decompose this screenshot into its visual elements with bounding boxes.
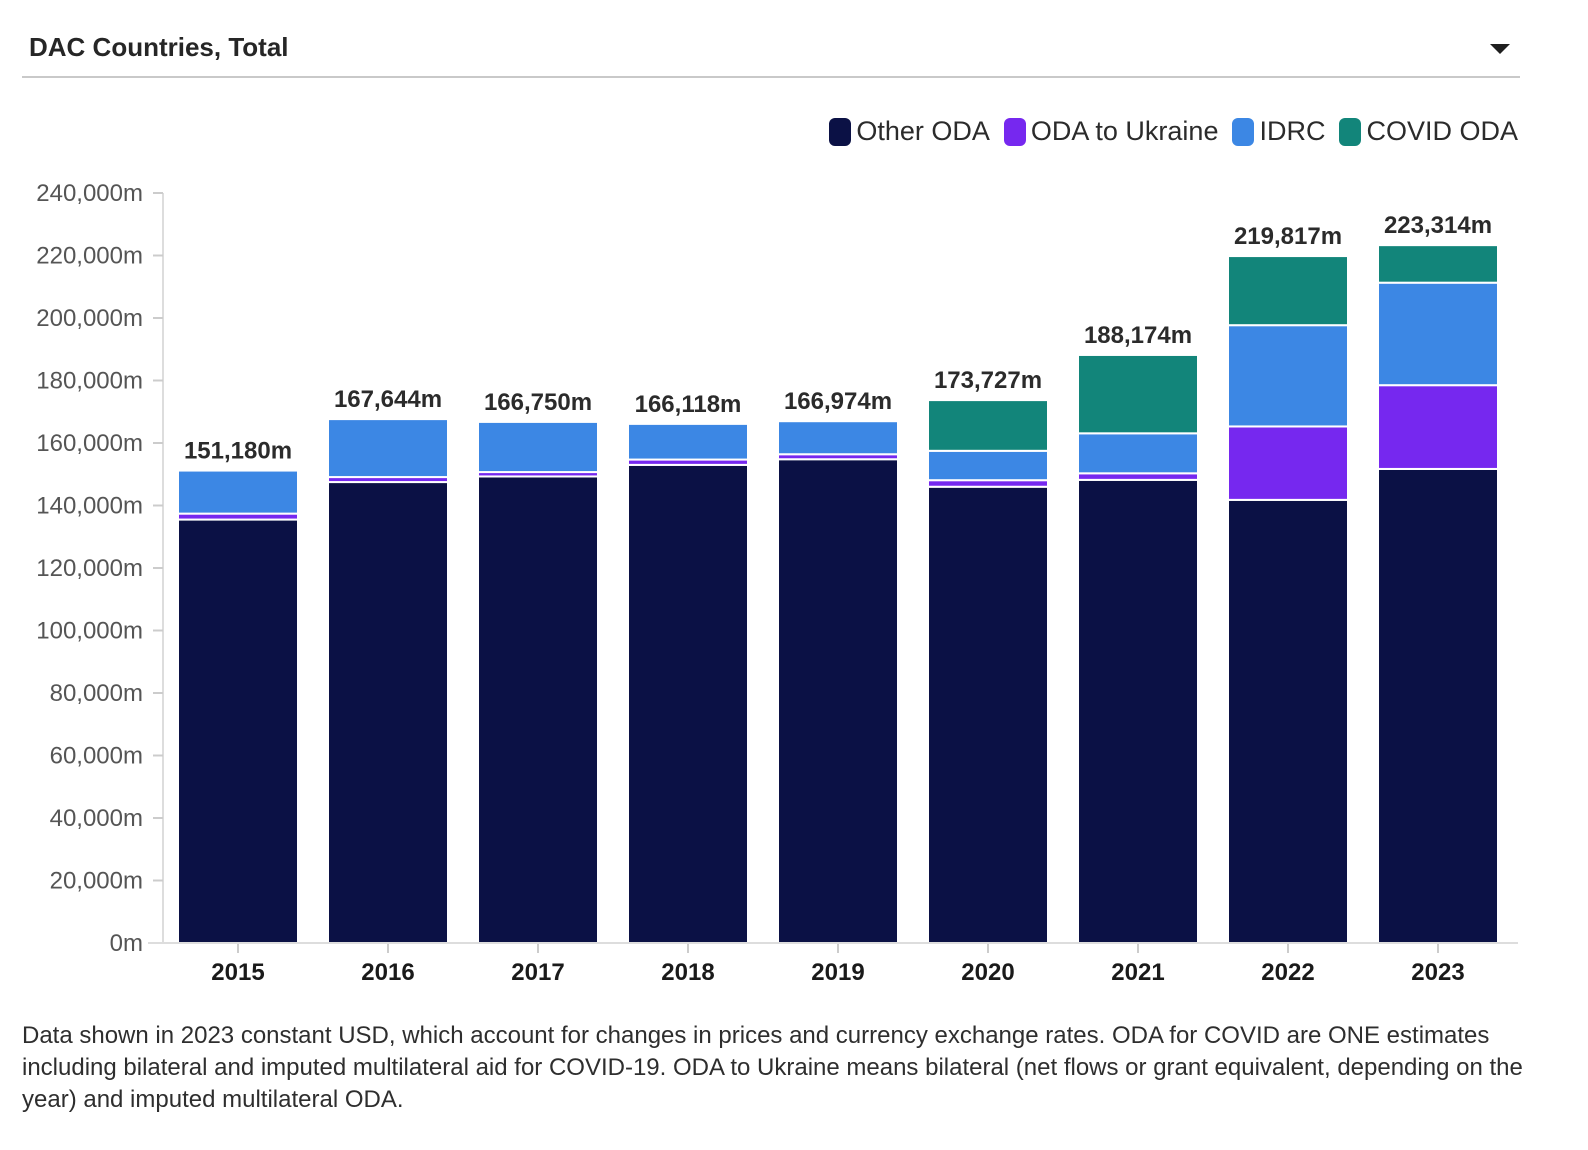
bar-segment-other-2018 — [627, 463, 749, 944]
bar-segment-other-2017 — [477, 475, 599, 944]
y-tick-label: 160,000m — [36, 430, 143, 457]
bar-segment-other-2015 — [177, 518, 299, 944]
chevron-down-icon[interactable] — [1490, 44, 1510, 54]
bar-total-label: 166,974m — [784, 388, 892, 415]
bar-segment-other-2021 — [1077, 478, 1199, 944]
chart-footnote: Data shown in 2023 constant USD, which a… — [22, 1022, 1523, 1113]
bar-segment-covid-2022 — [1227, 255, 1349, 327]
bar-segment-ukraine-2022 — [1227, 425, 1349, 501]
bar-segment-idrc-2023 — [1377, 281, 1499, 387]
bar-segment-idrc-2021 — [1077, 432, 1199, 475]
x-tick-label: 2022 — [1261, 959, 1314, 986]
x-tick-label: 2018 — [661, 959, 714, 986]
y-tick-label: 0m — [110, 930, 143, 957]
bar-segment-idrc-2017 — [477, 420, 599, 474]
x-tick-label: 2021 — [1111, 959, 1164, 986]
bar-segment-other-2019 — [777, 458, 899, 944]
legend-swatch-idrc — [1232, 117, 1255, 146]
bar-segment-covid-2020 — [927, 399, 1049, 452]
bar-total-label: 219,817m — [1234, 223, 1342, 250]
y-tick-label: 120,000m — [36, 555, 143, 582]
bar-segment-idrc-2019 — [777, 420, 899, 456]
legend-label-covid-oda: COVID ODA — [1366, 116, 1518, 146]
bar-segment-covid-2021 — [1077, 353, 1199, 435]
y-tick-label: 60,000m — [50, 743, 143, 770]
x-tick-label: 2020 — [961, 959, 1014, 986]
y-tick-label: 80,000m — [50, 680, 143, 707]
bar-segment-idrc-2015 — [177, 469, 299, 515]
y-tick-label: 140,000m — [36, 493, 143, 520]
legend-label-idrc: IDRC — [1259, 116, 1326, 146]
bar-segment-covid-2023 — [1377, 244, 1499, 284]
bar-segment-idrc-2016 — [327, 418, 449, 479]
legend-swatch-other-oda — [829, 117, 852, 146]
bar-segment-idrc-2022 — [1227, 324, 1349, 428]
bar-segment-ukraine-2023 — [1377, 384, 1499, 470]
x-tick-label: 2019 — [811, 959, 864, 986]
bar-total-label: 166,750m — [484, 389, 592, 416]
legend-swatch-oda-to-ukraine — [1003, 117, 1026, 146]
bar-total-label: 151,180m — [184, 438, 292, 465]
x-tick-label: 2023 — [1411, 959, 1464, 986]
y-tick-label: 200,000m — [36, 305, 143, 332]
stacked-bar-chart: 0m 20,000m 40,000m 60,000m 80,000m 100,000m 12… — [36, 180, 1518, 986]
legend-label-other-oda: Other ODA — [856, 116, 990, 146]
x-tick-label: 2015 — [211, 959, 264, 986]
bar-total-label: 173,727m — [934, 367, 1042, 394]
legend-item-covid-oda[interactable]: COVID ODA — [1339, 116, 1518, 147]
bar-total-label: 167,644m — [334, 386, 442, 413]
bar-segment-idrc-2020 — [927, 449, 1049, 482]
bar-total-label: 223,314m — [1384, 212, 1492, 239]
x-tick-label: 2017 — [511, 959, 564, 986]
y-tick-label: 180,000m — [36, 368, 143, 395]
x-tick-label: 2016 — [361, 959, 414, 986]
bar-segment-other-2023 — [1377, 467, 1499, 944]
bar-segment-other-2020 — [927, 485, 1049, 944]
y-tick-label: 100,000m — [36, 618, 143, 645]
bar-segment-other-2022 — [1227, 498, 1349, 944]
legend-item-other-oda[interactable]: Other ODA — [829, 116, 990, 147]
legend-label-oda-to-ukraine: ODA to Ukraine — [1030, 116, 1219, 146]
bar-segment-idrc-2018 — [627, 422, 749, 461]
legend-item-idrc[interactable]: IDRC — [1232, 116, 1325, 147]
y-tick-label: 220,000m — [36, 243, 143, 270]
bar-segment-other-2016 — [327, 481, 449, 944]
legend-item-oda-to-ukraine[interactable]: ODA to Ukraine — [1003, 116, 1219, 147]
chart-legend: Other ODA ODA to Ukraine IDRC COVID ODA — [815, 116, 1518, 147]
selector-label: DAC Countries, Total — [29, 32, 289, 62]
y-tick-label: 240,000m — [36, 180, 143, 207]
country-selector[interactable]: DAC Countries, Total — [22, 18, 1520, 78]
legend-swatch-covid-oda — [1339, 117, 1362, 146]
bar-total-label: 166,118m — [635, 391, 742, 418]
y-tick-label: 40,000m — [50, 805, 143, 832]
bar-total-label: 188,174m — [1084, 322, 1192, 349]
y-tick-label: 20,000m — [50, 868, 143, 895]
